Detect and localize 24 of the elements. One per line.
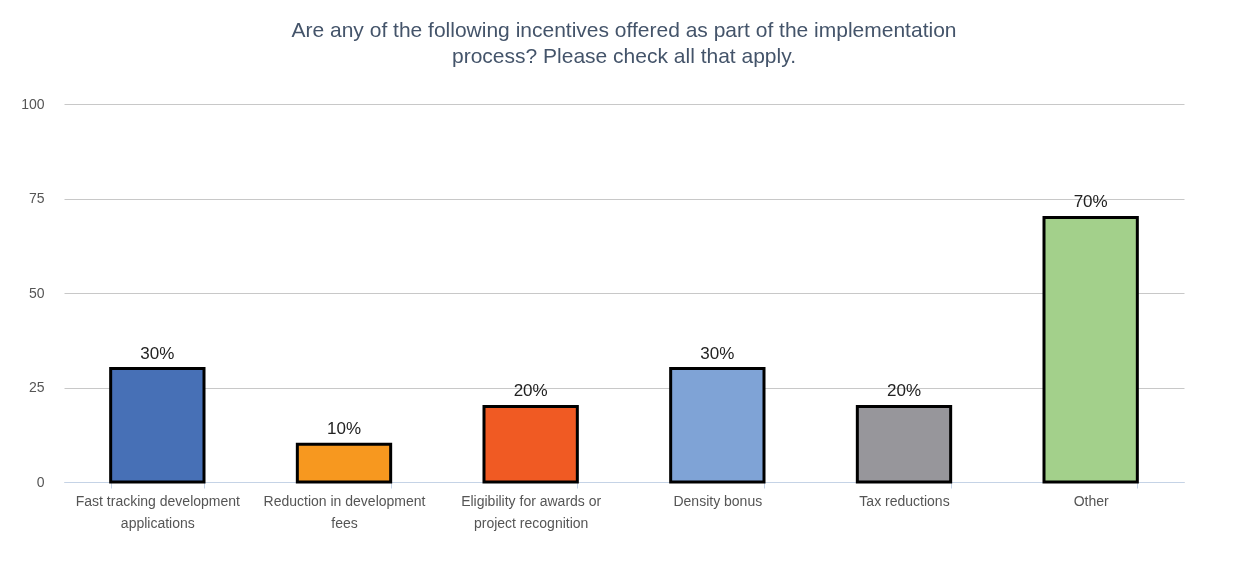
bar: [855, 404, 953, 484]
x-tick-label: Density bonus: [673, 492, 763, 509]
x-tick-label: Tax reductions: [859, 492, 950, 509]
bar: [295, 442, 393, 484]
y-tick-label: 50: [28, 284, 45, 301]
bar: [669, 367, 766, 484]
y-tick-label: 25: [28, 379, 45, 395]
y-tick-label: 75: [28, 190, 45, 206]
data-label: 30%: [700, 343, 735, 363]
bar: [109, 367, 206, 484]
data-label: 70%: [1073, 192, 1108, 212]
bar: [482, 404, 579, 484]
bar: [1042, 215, 1139, 484]
chart-title: Are any of the following incentives offered as part of the implementation process? Please check all that apply.: [291, 18, 957, 67]
x-tick-label: Eligibility for awards or project recognition: [461, 492, 602, 531]
data-label: 30%: [140, 343, 175, 363]
x-tick-label: Reduction in development fees: [263, 492, 426, 531]
data-label: 20%: [886, 381, 922, 401]
y-tick-label: 100: [21, 95, 45, 112]
x-tick-label: Fast tracking development applications: [75, 492, 241, 531]
data-label: 10%: [326, 419, 362, 439]
y-tick-label: 0: [36, 473, 45, 490]
x-tick-label: Other: [1073, 492, 1110, 509]
data-label: 20%: [513, 381, 548, 401]
